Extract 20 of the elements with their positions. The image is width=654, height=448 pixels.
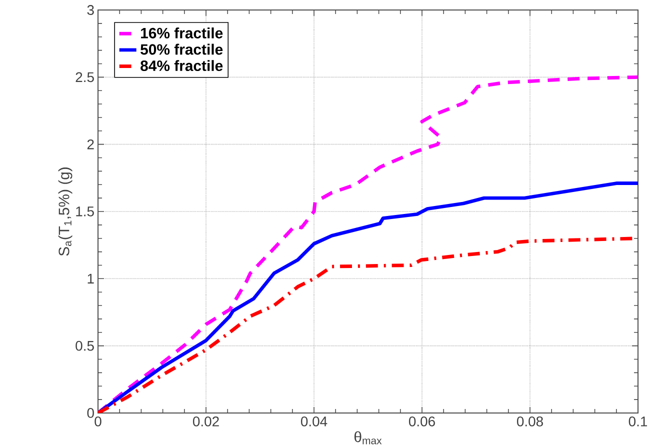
- x-tick-label: 0.02: [192, 416, 219, 427]
- legend-label: 84% fractile: [140, 60, 223, 72]
- y-tick-label: 1.5: [76, 206, 94, 217]
- x-tick-label: 0.1: [628, 416, 648, 427]
- line-series: [98, 182, 638, 414]
- y-tick-label: 2.5: [76, 72, 94, 82]
- x-tick-label: 0.04: [300, 416, 328, 427]
- legend-label: 50% fractile: [140, 44, 223, 55]
- y-tick-label: 0.5: [76, 341, 94, 351]
- y-tick-label: 1: [88, 274, 94, 284]
- x-tick-label: 0.08: [516, 416, 543, 427]
- y-axis-title: S$_{a}$(T$_{1}$,5%) (g): [58, 168, 72, 256]
- y-tick-label: 2: [87, 140, 94, 150]
- x-tick-label: 0.06: [408, 416, 435, 427]
- line-series: [98, 76, 638, 414]
- x-axis-title: θ$_{max}$: [354, 431, 382, 444]
- legend-label: 16% fractile: [141, 28, 223, 39]
- x-tick-label: 0: [94, 416, 102, 427]
- y-tick-label: 3: [87, 5, 94, 16]
- y-tick-label: 0: [87, 408, 94, 418]
